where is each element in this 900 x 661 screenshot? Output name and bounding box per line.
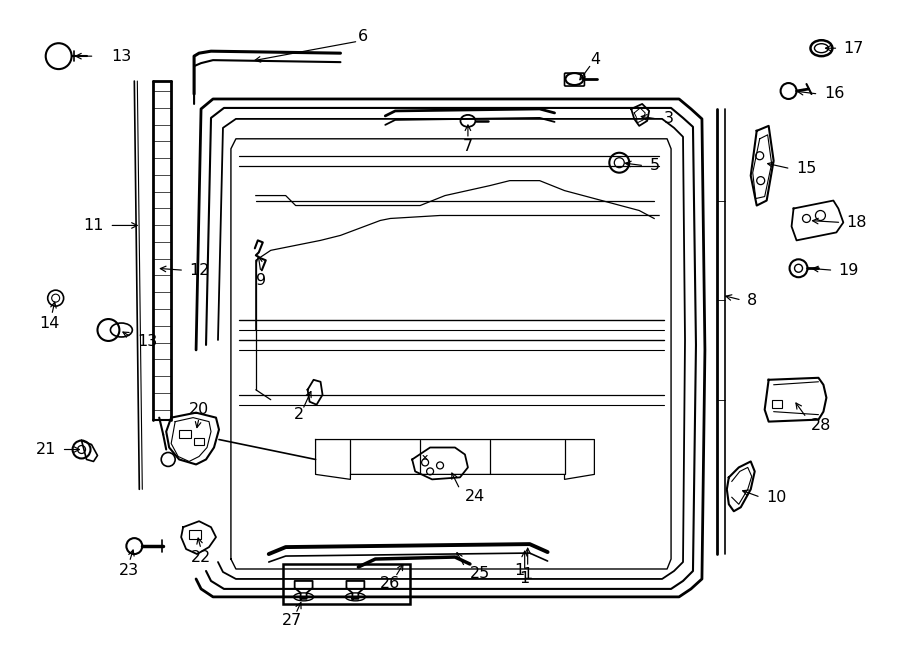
Text: 7: 7	[463, 139, 473, 154]
Text: 16: 16	[824, 87, 845, 102]
Text: 12: 12	[189, 263, 210, 278]
Text: 26: 26	[380, 576, 400, 592]
Text: 17: 17	[843, 41, 864, 56]
Text: 13: 13	[138, 334, 157, 350]
Text: 18: 18	[846, 215, 867, 230]
Text: 9: 9	[256, 273, 266, 288]
Text: 25: 25	[470, 566, 490, 582]
Text: 1: 1	[523, 567, 533, 582]
Text: 1: 1	[515, 563, 525, 578]
Text: 22: 22	[191, 549, 211, 564]
Text: 23: 23	[120, 563, 140, 578]
Text: 10: 10	[767, 490, 787, 505]
Text: 3: 3	[664, 112, 674, 126]
Text: 8: 8	[747, 293, 757, 307]
Bar	[771, 400, 781, 408]
Text: 27: 27	[282, 613, 302, 628]
Text: 21: 21	[36, 442, 57, 457]
Text: 2: 2	[293, 407, 303, 422]
Bar	[283, 564, 410, 604]
Text: 1: 1	[519, 572, 530, 586]
Text: 28: 28	[811, 418, 831, 433]
Bar	[179, 430, 191, 438]
Text: 13: 13	[112, 49, 131, 63]
Text: 11: 11	[83, 218, 104, 233]
Bar	[189, 530, 201, 539]
Text: 15: 15	[796, 161, 817, 176]
Text: 5: 5	[650, 158, 661, 173]
Text: 6: 6	[358, 28, 368, 44]
Text: 24: 24	[465, 488, 485, 504]
Text: 19: 19	[839, 263, 859, 278]
Text: 4: 4	[590, 52, 600, 67]
Text: 20: 20	[189, 402, 209, 417]
Bar	[194, 438, 204, 444]
Text: 14: 14	[40, 315, 60, 330]
